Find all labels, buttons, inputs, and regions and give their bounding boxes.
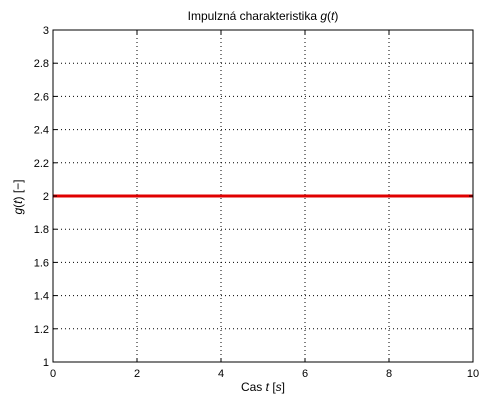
x-tick-label: 8 bbox=[386, 368, 392, 380]
label-layer: Impulzná charakteristika g(t) Cas t [s] … bbox=[11, 9, 338, 394]
x-axis-title-bracket-open: [ bbox=[269, 380, 276, 394]
y-tick-label: 2.6 bbox=[34, 91, 49, 103]
chart-title-paren-close: ) bbox=[334, 9, 338, 23]
chart-title-text: Impulzná charakteristika bbox=[188, 9, 321, 23]
y-tick-label: 1.2 bbox=[34, 324, 49, 336]
y-tick-label: 1.4 bbox=[34, 291, 49, 303]
y-tick-label: 1 bbox=[43, 357, 49, 369]
chart-title-var-g: g bbox=[320, 9, 327, 23]
y-axis-title-rest: ) [−] bbox=[11, 179, 25, 200]
x-tick-label: 4 bbox=[218, 368, 224, 380]
x-axis-title-var-t: t bbox=[266, 380, 270, 394]
y-tick-label: 2 bbox=[43, 191, 49, 203]
y-tick-label: 3 bbox=[43, 25, 49, 37]
x-axis-title-text: Cas bbox=[241, 380, 266, 394]
y-tick-label: 2.8 bbox=[34, 58, 49, 70]
y-tick-label: 1.6 bbox=[34, 257, 49, 269]
chart-title-var-t: t bbox=[331, 9, 335, 23]
y-axis-title-var-g: g bbox=[11, 208, 25, 215]
y-axis-title-paren-open: ( bbox=[11, 204, 25, 208]
y-axis-title: g(t) [−] bbox=[11, 179, 25, 214]
x-tick-label: 6 bbox=[302, 368, 308, 380]
y-tick-label: 2.2 bbox=[34, 158, 49, 170]
y-tick-label: 1.8 bbox=[34, 224, 49, 236]
x-tick-label: 10 bbox=[467, 368, 479, 380]
grid-layer bbox=[53, 30, 473, 362]
x-tick-label: 0 bbox=[50, 368, 56, 380]
chart-title-paren-open: ( bbox=[327, 9, 331, 23]
x-tick-label: 2 bbox=[134, 368, 140, 380]
tick-layer: 0 2 4 6 8 10 1 1.2 1.4 1.6 1.8 2 2.2 2.4 2.6 2.8 3 bbox=[34, 25, 479, 380]
y-axis-title-var-t: t bbox=[11, 200, 25, 204]
chart-title: Impulzná charakteristika g(t) bbox=[188, 9, 339, 23]
x-axis-title-unit: s bbox=[276, 380, 282, 394]
x-axis-title-bracket-close: ] bbox=[282, 380, 285, 394]
x-axis-title: Cas t [s] bbox=[241, 380, 285, 394]
y-tick-label: 2.4 bbox=[34, 125, 49, 137]
